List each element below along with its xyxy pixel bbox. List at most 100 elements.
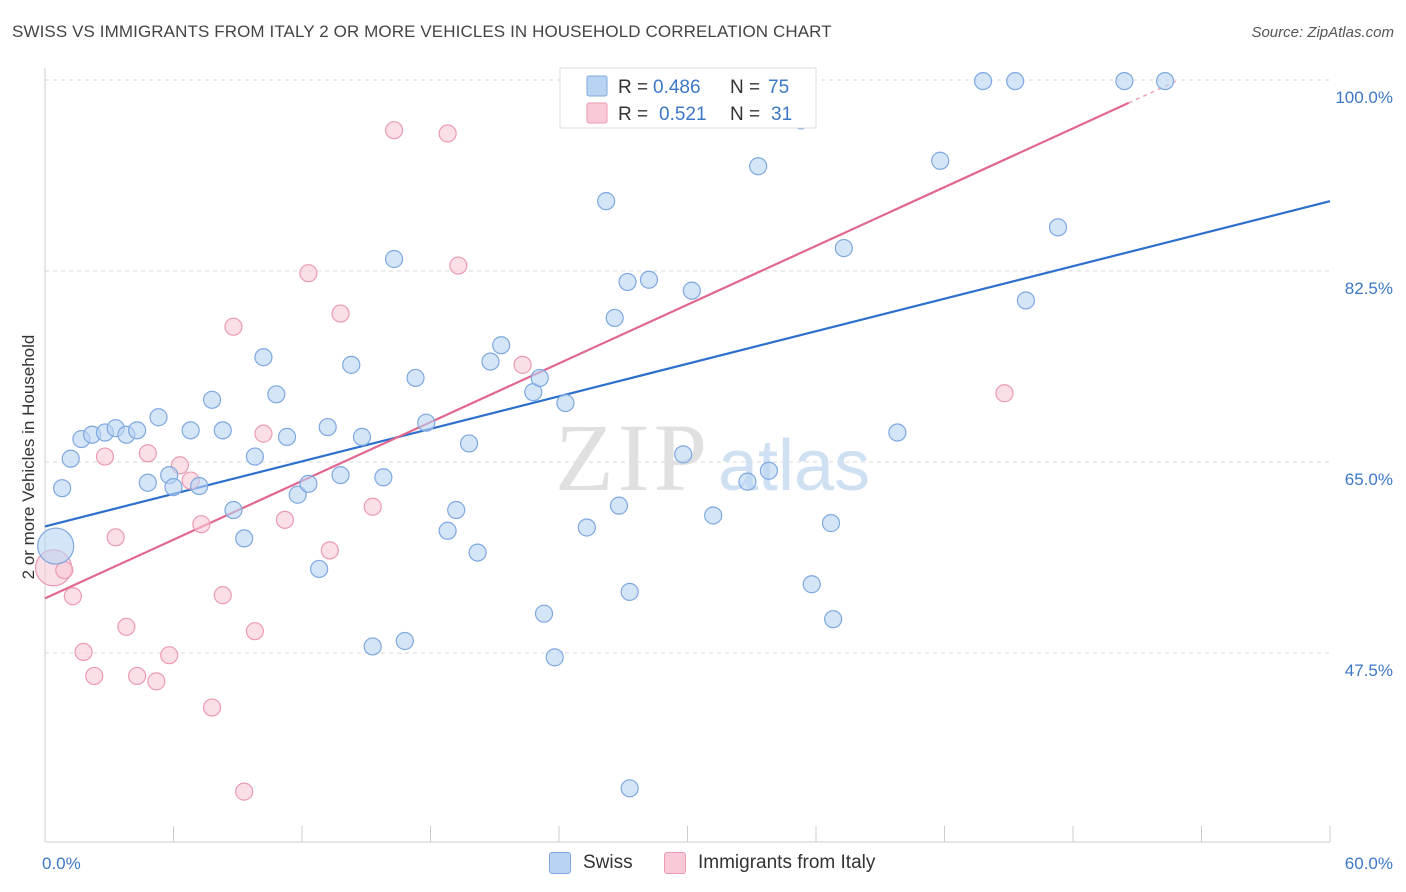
data-point-swiss — [459, 434, 479, 453]
legend-swatch-italy-bottom — [664, 852, 686, 874]
data-point-swiss — [468, 543, 487, 562]
legend-item-swiss: Swiss — [549, 852, 633, 874]
data-point-swiss — [37, 527, 75, 565]
watermark: ZIP atlas — [555, 404, 870, 511]
data-point-swiss — [821, 514, 841, 533]
data-point-swiss — [597, 192, 616, 211]
data-point-italy — [513, 355, 532, 374]
data-point-swiss — [802, 575, 821, 594]
data-point-italy — [95, 447, 115, 466]
data-point-swiss — [530, 368, 549, 388]
data-point-swiss — [164, 478, 183, 497]
trend-layer — [44, 80, 1331, 600]
data-point-swiss — [704, 506, 723, 525]
data-point-swiss — [331, 465, 350, 485]
data-point-swiss — [224, 500, 243, 520]
data-point-italy — [85, 666, 104, 686]
legend-swatch-swiss — [586, 75, 608, 97]
data-point-swiss — [1155, 71, 1175, 91]
data-point-swiss — [620, 582, 639, 601]
legend-item-italy: Immigrants from Italy — [664, 852, 875, 874]
data-point-italy — [117, 617, 136, 636]
data-point-italy — [320, 541, 339, 560]
data-point-swiss — [824, 610, 843, 629]
data-point-italy — [995, 384, 1014, 403]
data-point-italy — [63, 587, 82, 606]
legend-label-swiss: Swiss — [583, 852, 633, 873]
data-point-italy — [106, 528, 125, 547]
data-point-italy — [438, 124, 457, 143]
data-point-swiss — [417, 413, 436, 432]
data-point-swiss — [1048, 218, 1068, 237]
data-point-swiss — [674, 445, 693, 464]
x-tick-label-max: 60.0% — [1345, 854, 1393, 873]
legend-swatch-italy — [586, 102, 608, 124]
data-point-swiss — [254, 348, 273, 367]
data-point-italy — [384, 121, 404, 140]
data-point-swiss — [384, 249, 404, 269]
data-point-swiss — [61, 449, 80, 468]
data-point-swiss — [605, 308, 624, 328]
data-point-swiss — [609, 496, 629, 515]
data-point-italy — [192, 515, 211, 534]
data-point-swiss — [682, 281, 701, 300]
points-layer — [34, 71, 1175, 801]
data-point-swiss — [931, 151, 950, 170]
data-point-swiss — [973, 71, 993, 91]
data-point-swiss — [213, 421, 232, 440]
watermark-atlas: atlas — [718, 426, 870, 506]
data-point-swiss — [181, 421, 200, 440]
data-point-swiss — [352, 427, 372, 446]
data-point-swiss — [1016, 291, 1035, 310]
data-point-italy — [245, 622, 264, 641]
data-point-swiss — [149, 408, 168, 427]
legend-n-label-swiss: N = — [730, 77, 760, 98]
data-point-swiss — [299, 474, 318, 493]
legend-r-label-italy: R = — [618, 104, 648, 125]
data-point-italy — [224, 317, 243, 336]
data-point-swiss — [318, 417, 337, 437]
chart-source: Source: ZipAtlas.com — [1251, 24, 1394, 41]
data-point-swiss — [374, 468, 393, 487]
data-point-italy — [363, 497, 382, 516]
data-point-swiss — [202, 390, 222, 409]
grid-layer — [45, 79, 1330, 654]
data-point-italy — [147, 672, 166, 691]
legend-n-value-swiss: 75 — [768, 77, 789, 98]
data-point-swiss — [53, 479, 72, 498]
y-axis-label: 2 or more Vehicles in Household — [19, 335, 38, 580]
data-point-swiss — [618, 272, 637, 292]
data-point-italy — [275, 510, 294, 529]
chart-title: SWISS VS IMMIGRANTS FROM ITALY 2 OR MORE… — [12, 22, 832, 41]
data-point-swiss — [363, 637, 382, 656]
data-point-swiss — [620, 779, 639, 798]
data-point-swiss — [545, 648, 564, 667]
data-point-swiss — [447, 500, 466, 520]
data-point-italy — [74, 642, 93, 662]
data-point-swiss — [138, 473, 157, 492]
data-point-italy — [213, 586, 232, 605]
data-point-italy — [254, 424, 273, 443]
legend-swatch-swiss-bottom — [549, 852, 571, 874]
data-point-swiss — [749, 157, 768, 176]
data-point-swiss — [190, 476, 209, 496]
legend-r-value-italy: 0.521 — [659, 104, 707, 125]
legend-r-value-swiss: 0.486 — [653, 77, 701, 98]
data-point-swiss — [235, 529, 254, 548]
y-tick-label: 47.5% — [1345, 661, 1393, 680]
legend-n-label-italy: N = — [730, 104, 760, 125]
data-point-swiss — [1006, 71, 1025, 91]
data-point-italy — [299, 264, 318, 283]
data-point-italy — [138, 444, 157, 463]
y-tick-label: 100.0% — [1335, 88, 1393, 107]
bottom-legend: Swiss Immigrants from Italy — [0, 852, 1406, 878]
data-point-italy — [127, 666, 147, 686]
data-point-swiss — [492, 336, 511, 355]
data-point-swiss — [639, 270, 659, 289]
trend-line-italy — [44, 101, 1130, 600]
data-point-swiss — [127, 421, 147, 440]
data-point-swiss — [342, 355, 361, 374]
data-point-swiss — [534, 604, 554, 623]
data-point-italy — [202, 698, 222, 717]
